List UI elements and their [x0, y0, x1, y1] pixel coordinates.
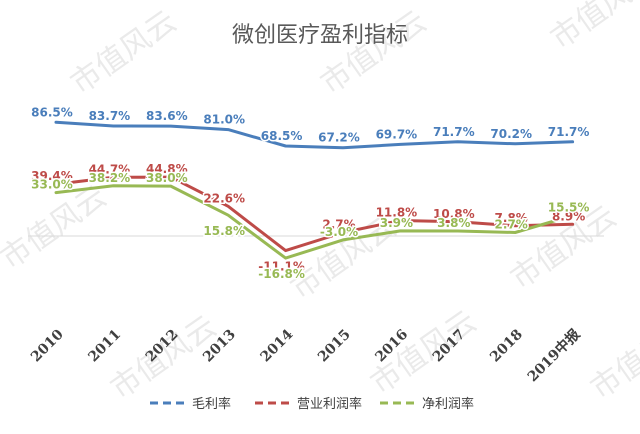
data-label: 15.5% — [548, 201, 590, 215]
data-label: 86.5% — [31, 105, 73, 119]
data-label: 15.8% — [203, 224, 245, 238]
x-tick-label: 2018 — [487, 327, 526, 366]
x-tick-label: 2015 — [315, 327, 354, 366]
data-label: 71.7% — [548, 125, 590, 139]
x-tick-label: 2019中报 — [524, 326, 583, 385]
data-label: 69.7% — [376, 127, 418, 141]
data-label: 3.8% — [437, 216, 470, 230]
data-label: 2.7% — [495, 218, 528, 232]
data-label: 39.4% — [31, 169, 73, 183]
data-label: 38.0% — [146, 171, 188, 185]
legend-label: 毛利率 — [192, 396, 231, 412]
data-labels: 86.5% 83.7% 83.6% 81.0% 68.5% 67.2% 69.7% 71.7%… — [30, 104, 591, 283]
x-tick-label: 2011 — [85, 327, 124, 366]
data-label: 22.6% — [203, 191, 245, 205]
x-tick-label: 2014 — [258, 326, 297, 365]
data-label: 70.2% — [490, 127, 532, 141]
series-line-2 — [54, 184, 575, 260]
data-label: 68.5% — [261, 129, 303, 143]
data-label: -3.0% — [320, 225, 358, 239]
legend: 毛利率 营业利润率 净利润率 — [150, 396, 474, 412]
legend-item-0: 毛利率 — [150, 396, 231, 412]
chart-title: 微创医疗盈利指标 — [232, 23, 408, 48]
data-label: 44.7% — [89, 162, 131, 176]
watermark-text: 市值风云 — [65, 4, 183, 101]
data-label: 8.9% — [552, 209, 585, 223]
x-tick-label: 2010 — [28, 326, 67, 365]
data-label: 7.8% — [495, 211, 528, 225]
data-label: 81.0% — [203, 113, 245, 127]
watermark-text: 市值风云 — [315, 4, 433, 101]
watermark-text: 市值风云 — [585, 309, 640, 406]
series-line-1 — [54, 175, 575, 253]
legend-label: 净利润率 — [422, 396, 474, 412]
data-label: -11.1% — [258, 260, 305, 274]
watermark-text: 市值风云 — [545, 0, 640, 57]
data-label: 11.8% — [376, 206, 418, 220]
legend-item-2: 净利润率 — [380, 396, 474, 412]
data-label: 38.2% — [89, 171, 131, 185]
series-lines — [54, 120, 575, 260]
series-line-0 — [54, 120, 575, 150]
data-label: -16.8% — [258, 267, 305, 281]
data-label: 44.8% — [146, 162, 188, 176]
data-label: 67.2% — [318, 131, 360, 145]
data-label: 33.0% — [31, 178, 73, 192]
data-label: 10.8% — [433, 207, 475, 221]
data-label: 2.7% — [322, 218, 355, 232]
legend-label: 营业利润率 — [297, 396, 362, 412]
data-label: 3.9% — [380, 216, 413, 230]
data-label: 83.7% — [89, 109, 131, 123]
data-label: 83.6% — [146, 109, 188, 123]
data-label: 71.7% — [433, 125, 475, 139]
legend-item-1: 营业利润率 — [255, 396, 362, 412]
